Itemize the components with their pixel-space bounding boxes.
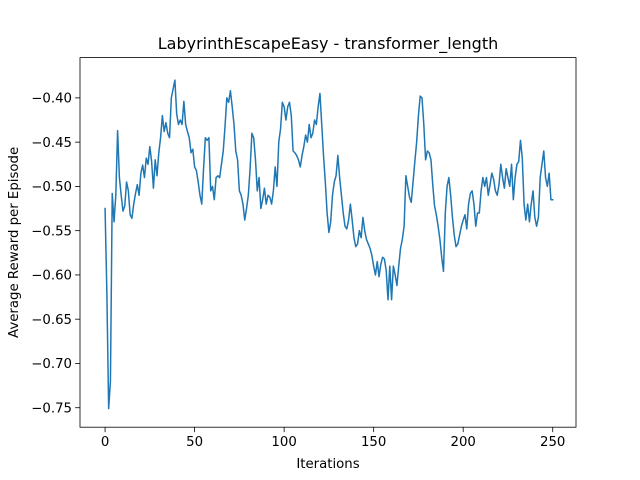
y-tick-label: −0.40 — [31, 92, 72, 107]
y-tick-label: −0.50 — [31, 180, 72, 195]
y-axis-label: Average Reward per Episode — [7, 147, 22, 338]
x-axis-label: Iterations — [296, 457, 359, 472]
y-tick-label: −0.55 — [31, 224, 72, 239]
plot-area — [80, 57, 576, 428]
plot-frame — [79, 57, 577, 428]
chart-title: LabyrinthEscapeEasy - transformer_length — [158, 34, 499, 54]
x-tick-label: 250 — [540, 435, 565, 450]
y-axis-ticks: −0.75 −0.70 −0.65 −0.60 −0.55 −0.50 −0.45 −0.40 — [31, 92, 80, 416]
x-tick-label: 0 — [101, 435, 109, 450]
y-tick-label: −0.75 — [31, 401, 72, 416]
x-tick-label: 100 — [271, 435, 296, 450]
x-tick-label: 200 — [450, 435, 475, 450]
y-tick-label: −0.70 — [31, 357, 72, 372]
y-tick-label: −0.45 — [31, 136, 72, 151]
series-line — [104, 79, 554, 410]
x-axis-ticks: 0 50 100 150 200 250 — [101, 427, 565, 450]
y-tick-label: −0.60 — [31, 269, 72, 284]
x-tick-label: 50 — [186, 435, 203, 450]
y-tick-label: −0.65 — [31, 313, 72, 328]
x-tick-label: 150 — [361, 435, 386, 450]
